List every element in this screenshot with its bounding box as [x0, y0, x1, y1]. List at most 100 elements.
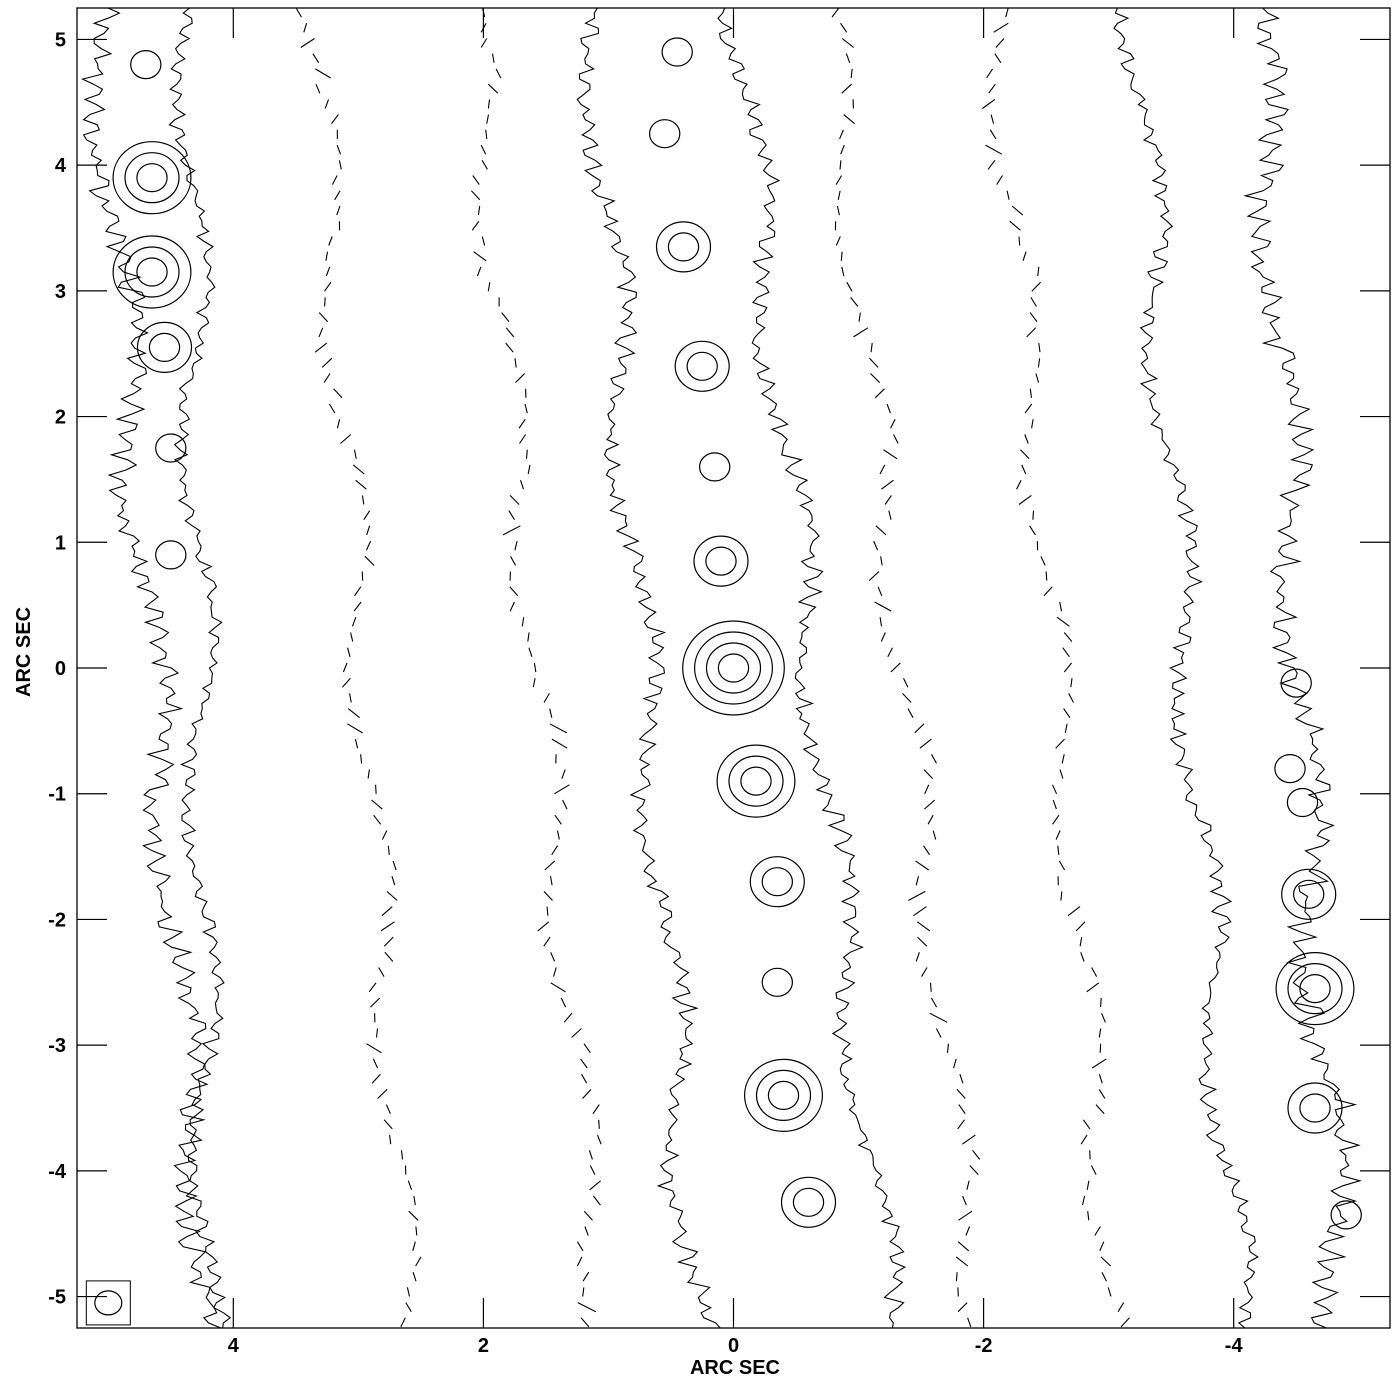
- contour-dash: [982, 98, 996, 109]
- contour-trace-solid: [168, 7, 232, 1329]
- contour-dash: [1059, 769, 1064, 779]
- contour-dash: [354, 586, 362, 597]
- contour-dash: [537, 921, 550, 932]
- contour-trace-solid: [717, 7, 907, 1329]
- contour-dash: [481, 160, 488, 170]
- contour-dash: [351, 617, 357, 627]
- contour-dash: [482, 7, 486, 18]
- contour-dash: [385, 1104, 391, 1114]
- contour-dash: [835, 175, 843, 185]
- contour-dash: [1029, 525, 1036, 536]
- contour-dash: [915, 860, 930, 871]
- contour-dash: [1060, 891, 1063, 901]
- contour-dash: [588, 1150, 593, 1160]
- contour-dash: [582, 1287, 585, 1297]
- contour-dash: [528, 647, 533, 657]
- contour-dash: [509, 601, 515, 612]
- contour-dash: [342, 662, 348, 673]
- contour-dash: [360, 754, 363, 764]
- contour-dash: [837, 190, 841, 200]
- contour-dash: [915, 876, 920, 886]
- contour-dash: [400, 1317, 406, 1328]
- contour-dash: [957, 1241, 970, 1252]
- contour-dash: [1022, 251, 1027, 261]
- contour-dash: [874, 388, 885, 399]
- contour-dash: [841, 83, 852, 94]
- contour-dash: [471, 220, 480, 231]
- contour-dash: [331, 114, 339, 125]
- contour-dash: [1024, 403, 1033, 414]
- contour-dash: [583, 1043, 591, 1054]
- contour-dash: [324, 99, 330, 109]
- x-tick-label: 2: [478, 1335, 489, 1357]
- contour-dash: [996, 175, 1003, 185]
- contour-dash: [340, 434, 352, 444]
- contour-dash: [576, 1256, 583, 1267]
- component-contour: [661, 37, 693, 67]
- contour-dash: [1006, 190, 1010, 200]
- contour-dash: [931, 754, 937, 764]
- contour-dash: [495, 68, 502, 79]
- contour-dash: [551, 845, 559, 856]
- component-contour: [136, 257, 168, 287]
- contour-dash: [470, 190, 481, 201]
- contour-dash: [325, 251, 329, 261]
- component-contour: [1287, 1082, 1343, 1134]
- contour-dash: [544, 860, 556, 871]
- contour-dash: [957, 1302, 968, 1313]
- component-contour: [112, 141, 192, 215]
- component-contour: [1274, 753, 1306, 784]
- contour-dash: [875, 525, 887, 536]
- contour-dash: [923, 845, 931, 856]
- contour-dash: [407, 1180, 413, 1190]
- contour-dash: [363, 510, 371, 521]
- component-contour: [761, 867, 794, 897]
- contour-dash: [328, 236, 333, 246]
- contour-dash: [1037, 266, 1040, 277]
- contour-dash: [527, 632, 530, 642]
- component-contour: [155, 433, 187, 463]
- contour-dash: [924, 799, 936, 810]
- contour-dash: [869, 357, 879, 368]
- contour-dash: [550, 982, 566, 993]
- contour-trace-solid: [80, 7, 222, 1329]
- x-tick-label: 0: [728, 1335, 739, 1357]
- contour-dash: [924, 784, 930, 795]
- contour-dash: [1120, 1317, 1130, 1328]
- contour-dash: [533, 662, 537, 673]
- contour-dash: [328, 403, 336, 414]
- contour-dash: [338, 160, 342, 170]
- contour-dash: [519, 480, 525, 490]
- contour-dash: [580, 1058, 588, 1069]
- contour-dash: [841, 266, 845, 277]
- contour-dash: [371, 1073, 381, 1084]
- contour-dash: [365, 540, 372, 551]
- contour-dash: [870, 373, 881, 383]
- contour-dash: [880, 556, 883, 566]
- contour-dash: [1086, 1180, 1090, 1190]
- contour-dash: [915, 952, 920, 962]
- contour-dash: [1079, 937, 1083, 947]
- contour-dash: [972, 1149, 981, 1160]
- contour-dash: [336, 205, 341, 216]
- contour-dash: [509, 495, 520, 505]
- contour-dash: [505, 342, 514, 353]
- x-axis-title: ARC SEC: [690, 1357, 780, 1379]
- contour-dash: [532, 678, 536, 688]
- contour-dash: [967, 1317, 972, 1328]
- contour-dash: [375, 1028, 379, 1038]
- contour-dash: [1080, 1134, 1088, 1145]
- contour-dash: [391, 876, 396, 886]
- contour-dash: [1082, 1119, 1091, 1130]
- contour-dash: [929, 982, 932, 992]
- contour-dash: [519, 434, 527, 444]
- contour-dash: [870, 343, 873, 353]
- contour-dash: [386, 890, 398, 901]
- beam-ellipse: [94, 1290, 123, 1316]
- contour-dash: [1094, 1226, 1101, 1236]
- contour-dash: [413, 1195, 416, 1206]
- contour-dash: [556, 830, 560, 840]
- contour-dash: [831, 7, 840, 18]
- component-contour: [761, 967, 794, 997]
- contour-dash: [1098, 1028, 1102, 1038]
